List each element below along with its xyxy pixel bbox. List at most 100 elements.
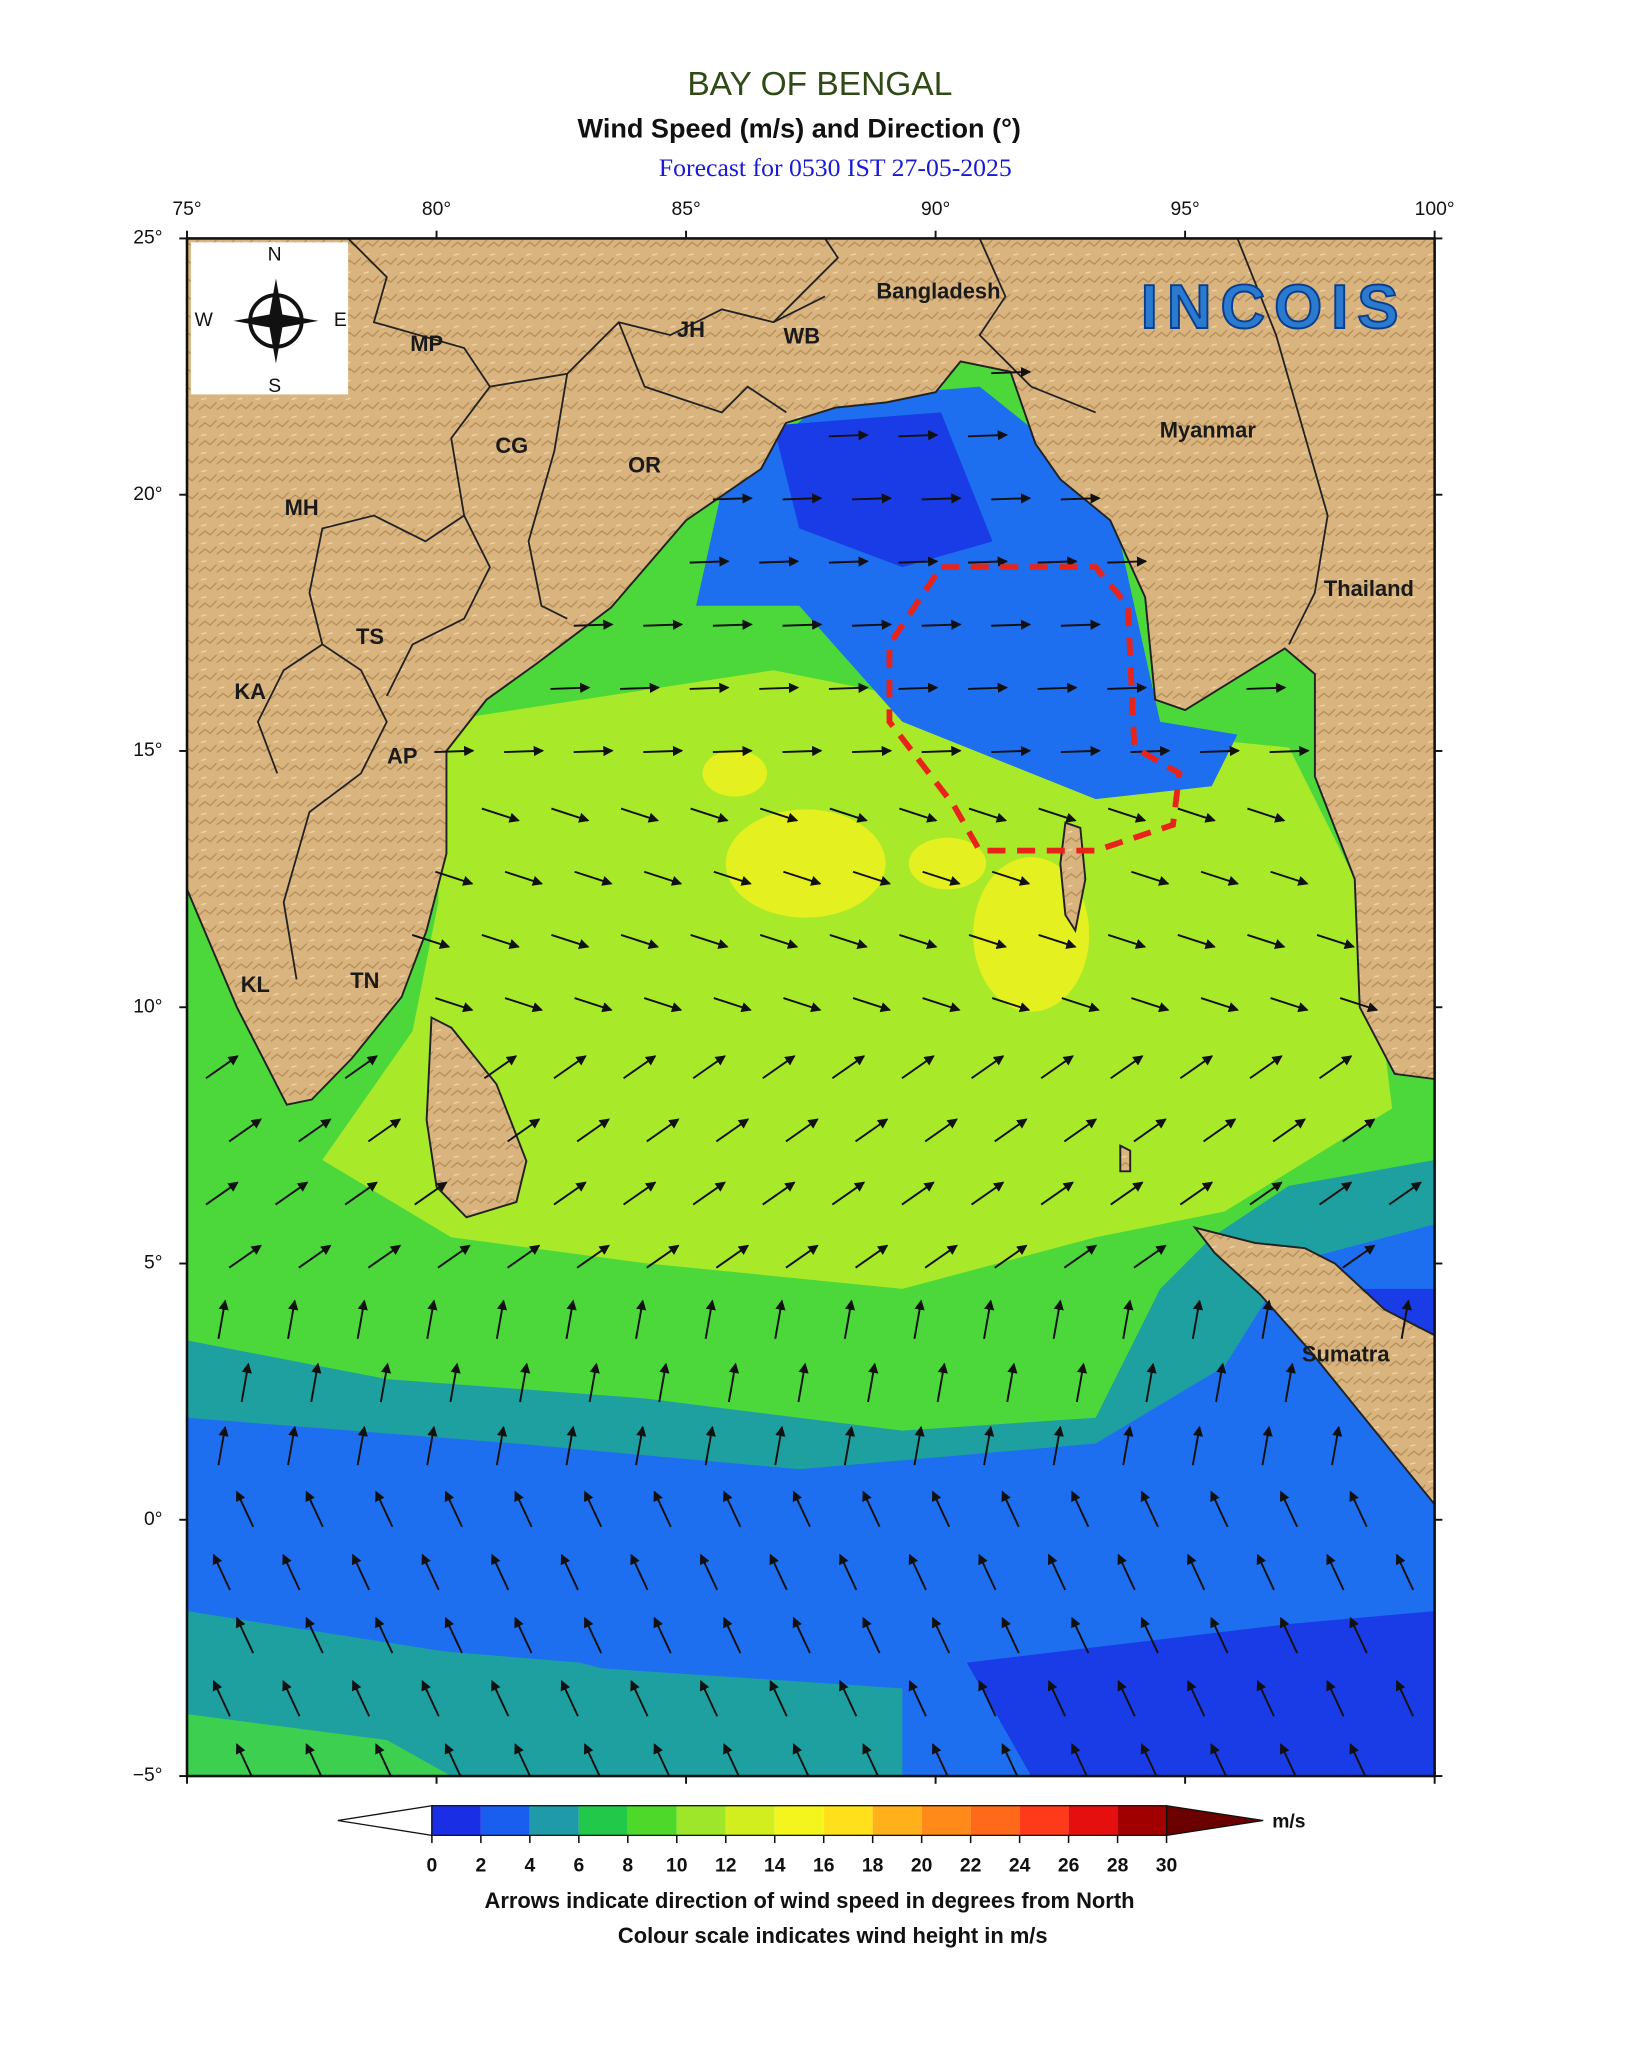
wind-arrow xyxy=(901,1181,935,1206)
wind-arrow xyxy=(228,1118,262,1143)
wind-arrow xyxy=(991,366,1032,378)
wind-arrow xyxy=(922,997,961,1013)
border xyxy=(617,321,787,414)
wind-arrow xyxy=(495,1299,508,1340)
forecast-time: Forecast for 0530 IST 27-05-2025 xyxy=(659,153,1012,182)
wind-arrow xyxy=(1038,807,1077,823)
border xyxy=(1236,238,1329,645)
colorbar-swatch xyxy=(970,1805,1020,1836)
wind-arrow xyxy=(1210,1490,1229,1528)
wind-arrow xyxy=(968,556,1009,567)
colorbar-swatch xyxy=(480,1805,530,1836)
wind-arrow xyxy=(449,1362,461,1403)
wind-arrow xyxy=(1110,1055,1144,1080)
wind-arrow xyxy=(899,933,938,949)
colorbar-tick-label: 0 xyxy=(427,1855,438,1876)
compass-letter: N xyxy=(268,244,282,265)
wind-arrow xyxy=(504,997,544,1013)
wind-arrow xyxy=(653,1490,672,1528)
colorbar-tick-label: 24 xyxy=(1009,1855,1031,1876)
wind-arrow xyxy=(968,807,1008,823)
wind-arrow xyxy=(852,870,892,886)
colorbar-tick-label: 20 xyxy=(911,1855,933,1876)
wind-arrow xyxy=(1052,1425,1064,1466)
place-label: TS xyxy=(356,624,384,649)
wind-arrow xyxy=(411,933,451,949)
wind-arrow xyxy=(1246,682,1287,694)
wind-arrow xyxy=(785,1244,819,1269)
place-label: KL xyxy=(241,972,270,997)
wind-arrow xyxy=(690,933,729,949)
wind-arrow xyxy=(375,1490,394,1528)
wind-arrow xyxy=(855,1118,889,1143)
wind-arrow xyxy=(839,1553,858,1591)
wind-arrow xyxy=(839,1680,858,1717)
wind-arrow xyxy=(843,1425,856,1466)
wind-arrow xyxy=(434,745,475,757)
x-tick-label: 80° xyxy=(422,199,451,220)
wind-arrow xyxy=(212,1680,231,1717)
field-blue xyxy=(187,1224,1435,1777)
wind-arrow xyxy=(1247,933,1286,949)
wind-arrow xyxy=(1249,1055,1283,1080)
wind-arrow xyxy=(282,1553,301,1591)
wind-arrow xyxy=(367,1244,402,1269)
colorbar-tick-label: 14 xyxy=(764,1855,786,1876)
wind-arrow xyxy=(783,870,822,886)
wind-arrow xyxy=(1060,619,1101,630)
place-labels: MP JH WB Bangladesh CG OR MH TS KA AP KL TN Myanmar T… xyxy=(234,278,1414,1366)
wind-arrow xyxy=(1279,1743,1297,1777)
colorbar-tick-label: 2 xyxy=(475,1855,486,1876)
wind-arrow xyxy=(481,933,520,949)
wind-arrow xyxy=(831,1055,866,1080)
wind-arrow xyxy=(921,619,962,630)
field-darkblue xyxy=(773,412,993,568)
wind-arrow xyxy=(983,1299,995,1340)
wind-arrow xyxy=(298,1244,332,1269)
wind-arrow xyxy=(305,1616,324,1654)
wind-arrow xyxy=(921,745,962,757)
wind-arrow xyxy=(862,1743,880,1777)
wind-arrow xyxy=(692,1055,726,1080)
wind-arrow xyxy=(1177,807,1216,823)
y-tick-label: 15° xyxy=(133,740,162,761)
wind-arrow xyxy=(435,997,474,1013)
field-yellow xyxy=(973,857,1090,1012)
wind-arrow xyxy=(421,1680,440,1717)
wind-arrow xyxy=(931,1743,949,1777)
wind-arrow xyxy=(1187,1553,1206,1591)
wind-arrow xyxy=(913,1425,925,1466)
wind-arrow xyxy=(1349,1616,1368,1654)
wind-arrow xyxy=(1140,1743,1158,1777)
compass-star xyxy=(233,278,319,364)
wind-arrow xyxy=(1284,1362,1296,1403)
wind-arrow xyxy=(762,1055,796,1080)
wind-arrow xyxy=(774,1425,786,1466)
wind-arrow xyxy=(852,619,893,630)
wind-arrow xyxy=(414,1181,448,1206)
border xyxy=(978,238,1096,414)
wind-arrow xyxy=(481,807,520,823)
wind-arrow xyxy=(1107,807,1147,823)
wind-arrow xyxy=(978,1553,997,1591)
place-label: MH xyxy=(285,495,319,520)
wind-arrow xyxy=(785,1118,819,1143)
compass-letter: E xyxy=(334,310,347,331)
field-darkblue xyxy=(966,1611,1435,1777)
wind-arrow xyxy=(1270,870,1309,886)
colorbar-under xyxy=(337,1804,433,1837)
wind-arrow xyxy=(1130,745,1171,757)
wind-arrow xyxy=(1331,1425,1343,1466)
land-mass xyxy=(187,238,1435,1506)
wind-arrow xyxy=(1145,1362,1157,1403)
wind-arrow xyxy=(620,807,660,823)
wind-arrow xyxy=(1040,1181,1074,1206)
wind-arrow xyxy=(212,1553,231,1591)
wind-arrow xyxy=(782,619,823,630)
wind-arrow xyxy=(553,1181,587,1206)
wind-arrow xyxy=(653,1743,671,1777)
wind-arrow xyxy=(867,1362,879,1403)
wind-arrow xyxy=(504,745,545,757)
wind-arrow xyxy=(574,870,613,886)
wind-arrow xyxy=(829,933,868,949)
